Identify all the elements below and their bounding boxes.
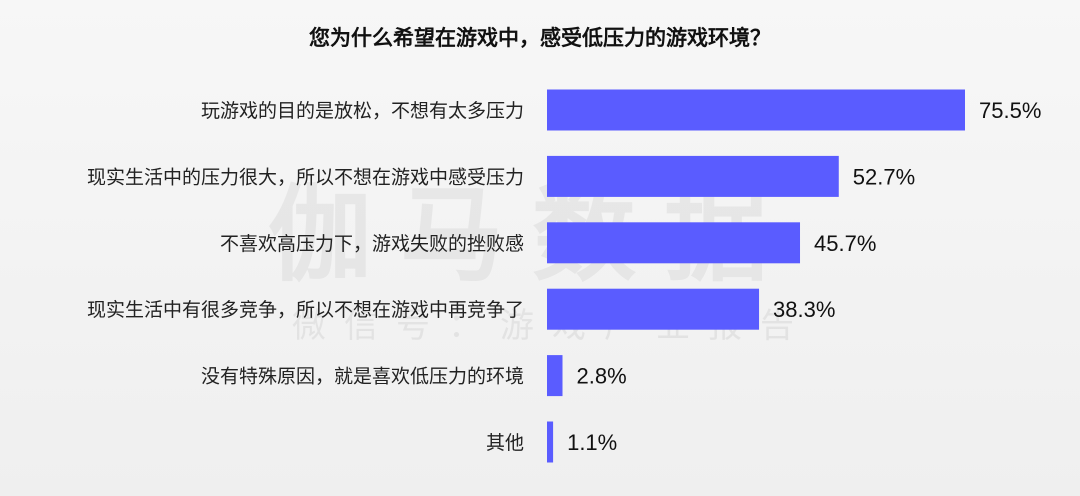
data-label: 1.1% [567,430,617,455]
data-label: 2.8% [577,364,627,389]
bar [547,155,839,197]
category-label: 现实生活中的压力很大，所以不想在游戏中感受压力 [87,166,524,188]
category-label: 现实生活中有很多竞争，所以不想在游戏中再竞争了 [87,299,524,321]
bar [547,355,563,397]
bar [547,89,965,131]
bar [547,222,801,264]
data-label: 52.7% [853,164,915,189]
category-label: 其他 [486,432,524,454]
category-label: 玩游戏的目的是放松，不想有太多压力 [201,100,524,122]
data-label: 38.3% [773,297,835,322]
data-label: 75.5% [979,98,1041,123]
data-label: 45.7% [814,231,876,256]
bar [547,288,760,330]
category-label: 没有特殊原因，就是喜欢低压力的环境 [201,366,524,388]
bar [547,421,554,463]
category-label: 不喜欢高压力下，游戏失败的挫败感 [220,233,524,255]
chart-title: 您为什么希望在游戏中，感受低压力的游戏环境？ [309,26,771,50]
